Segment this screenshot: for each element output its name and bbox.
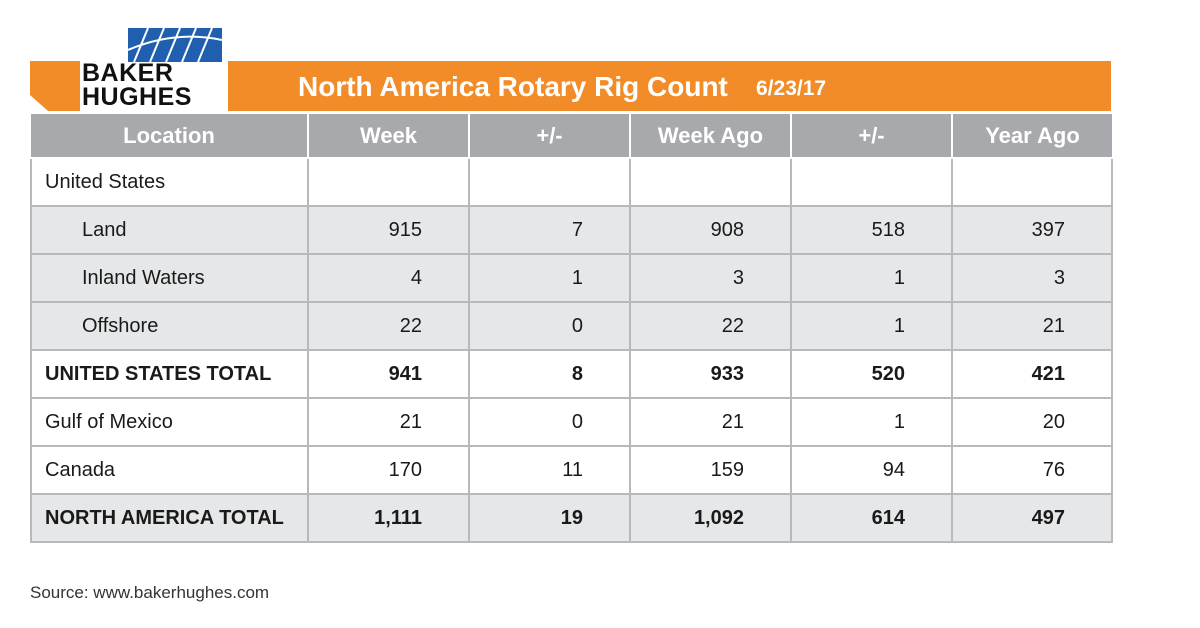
- rig-count-table: Location Week +/- Week Ago +/- Year Ago …: [30, 114, 1113, 543]
- cell-year-change: 518: [790, 205, 953, 255]
- cell-week: 21: [307, 397, 470, 447]
- cell-week: 1,111: [307, 493, 470, 543]
- cell-week-change: 7: [468, 205, 631, 255]
- row-location: UNITED STATES TOTAL: [30, 349, 309, 399]
- cell-week: 170: [307, 445, 470, 495]
- chart-title: North America Rotary Rig Count: [298, 71, 728, 102]
- cell-year-change: 94: [790, 445, 953, 495]
- table-row: United States: [30, 157, 1113, 207]
- cell-week: 915: [307, 205, 470, 255]
- cell-year-ago: 3: [951, 253, 1113, 303]
- cell-week-change: 11: [468, 445, 631, 495]
- cell-year-change: 520: [790, 349, 953, 399]
- cell-year-ago: 21: [951, 301, 1113, 351]
- cell-year-change: [790, 157, 953, 207]
- row-location: Offshore: [30, 301, 309, 351]
- cell-week: 941: [307, 349, 470, 399]
- logo-text-baker: BAKER: [82, 59, 174, 87]
- cell-week-ago: 22: [629, 301, 792, 351]
- cell-week-change: 1: [468, 253, 631, 303]
- cell-week-change: 8: [468, 349, 631, 399]
- column-header-week-change: +/-: [469, 114, 631, 159]
- report-date: 6/23/17: [756, 77, 827, 100]
- cell-year-change: 1: [790, 253, 953, 303]
- cell-week: 22: [307, 301, 470, 351]
- cell-week-ago: 3: [629, 253, 792, 303]
- column-header-year-ago: Year Ago: [952, 114, 1112, 159]
- table-row-total: NORTH AMERICA TOTAL 1,111 19 1,092 614 4…: [30, 493, 1113, 543]
- cell-week-ago: 159: [629, 445, 792, 495]
- cell-year-ago: 76: [951, 445, 1113, 495]
- cell-week-ago: 1,092: [629, 493, 792, 543]
- cell-week-change: 19: [468, 493, 631, 543]
- cell-week-ago: [629, 157, 792, 207]
- cell-year-change: 1: [790, 397, 953, 447]
- bh-logo-icon: [128, 28, 222, 62]
- table-row: Offshore 22 0 22 1 21: [30, 301, 1113, 351]
- logo-box: [80, 60, 228, 112]
- row-location: Canada: [30, 445, 309, 495]
- column-header-week-ago: Week Ago: [630, 114, 792, 159]
- table-row: Gulf of Mexico 21 0 21 1 20: [30, 397, 1113, 447]
- column-header-year-change: +/-: [791, 114, 953, 159]
- cell-week-ago: 933: [629, 349, 792, 399]
- row-location: Gulf of Mexico: [30, 397, 309, 447]
- cell-year-change: 1: [790, 301, 953, 351]
- cell-week: [307, 157, 470, 207]
- cell-year-ago: 20: [951, 397, 1113, 447]
- table-row: Canada 170 11 159 94 76: [30, 445, 1113, 495]
- cell-week-change: [468, 157, 631, 207]
- table-row: Inland Waters 4 1 3 1 3: [30, 253, 1113, 303]
- row-location: United States: [30, 157, 309, 207]
- row-location: Inland Waters: [30, 253, 309, 303]
- cell-week-ago: 21: [629, 397, 792, 447]
- cell-year-ago: 421: [951, 349, 1113, 399]
- column-header-location: Location: [31, 114, 309, 159]
- row-location: Land: [30, 205, 309, 255]
- banner-notch: [30, 95, 48, 111]
- header-row: Location Week +/- Week Ago +/- Year Ago: [31, 114, 1112, 159]
- logo-text-hughes: HUGHES: [82, 83, 192, 111]
- row-location: NORTH AMERICA TOTAL: [30, 493, 309, 543]
- cell-year-ago: [951, 157, 1113, 207]
- cell-week-change: 0: [468, 397, 631, 447]
- cell-year-ago: 397: [951, 205, 1113, 255]
- source-note: Source: www.bakerhughes.com: [30, 583, 270, 602]
- cell-year-change: 614: [790, 493, 953, 543]
- column-header-week: Week: [308, 114, 470, 159]
- table-row: Land 915 7 908 518 397: [30, 205, 1113, 255]
- cell-week: 4: [307, 253, 470, 303]
- cell-week-ago: 908: [629, 205, 792, 255]
- cell-year-ago: 497: [951, 493, 1113, 543]
- cell-week-change: 0: [468, 301, 631, 351]
- table-row-total: UNITED STATES TOTAL 941 8 933 520 421: [30, 349, 1113, 399]
